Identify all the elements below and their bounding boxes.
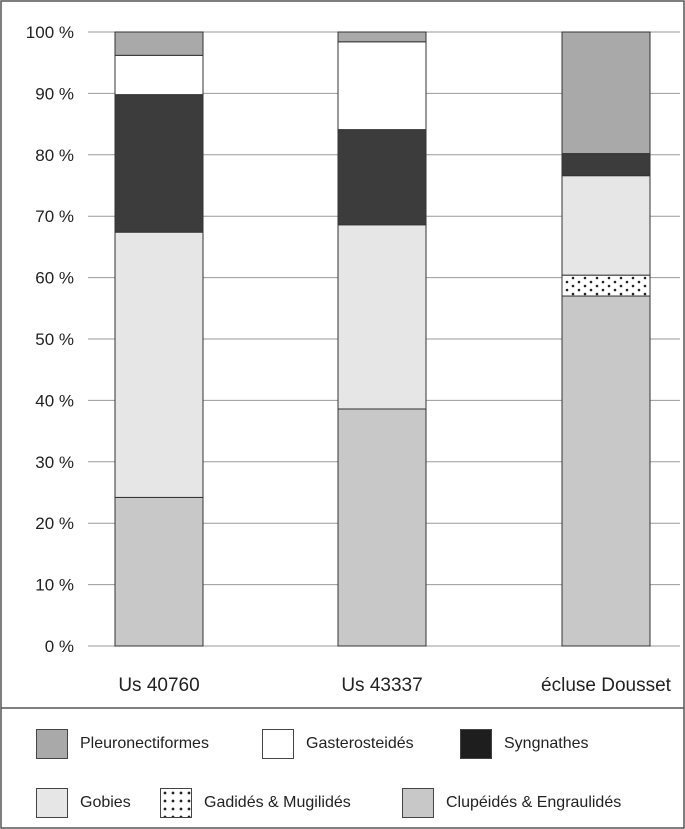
legend-label: Pleuronectiformes bbox=[80, 735, 209, 752]
legend-label: Clupéidés & Engraulidés bbox=[446, 794, 622, 811]
legend-swatch bbox=[160, 788, 192, 818]
bar-segment bbox=[337, 41, 427, 131]
legend-item: Gobies bbox=[36, 788, 131, 818]
bar-segment bbox=[337, 224, 427, 410]
legend-label: Gasterosteidés bbox=[306, 735, 414, 752]
bar-segment bbox=[114, 31, 204, 56]
legend-label: Gadidés & Mugilidés bbox=[204, 794, 351, 811]
y-tick-label: 0 % bbox=[45, 637, 74, 656]
y-tick-label: 80 % bbox=[35, 146, 74, 165]
bar-segment bbox=[114, 94, 204, 233]
bar-segment bbox=[561, 153, 651, 177]
legend-label: Gobies bbox=[80, 794, 131, 811]
y-tick-label: 60 % bbox=[35, 269, 74, 288]
y-tick-label: 90 % bbox=[35, 84, 74, 103]
bar-segment bbox=[114, 496, 204, 647]
bar-segment bbox=[561, 295, 651, 647]
legend-item: Gasterosteidés bbox=[262, 729, 414, 759]
y-tick-label: 50 % bbox=[35, 330, 74, 349]
x-category-label: Us 43337 bbox=[341, 675, 422, 696]
y-tick-label: 100 % bbox=[26, 23, 74, 42]
bar-segment bbox=[114, 54, 204, 96]
bar-segment bbox=[337, 408, 427, 647]
bar-segment bbox=[561, 31, 651, 155]
legend-swatch bbox=[262, 729, 294, 759]
legend-item: Syngnathes bbox=[460, 729, 589, 759]
legend-item: Pleuronectiformes bbox=[36, 729, 209, 759]
legend-item: Gadidés & Mugilidés bbox=[160, 788, 351, 818]
legend-swatch bbox=[460, 729, 492, 759]
legend-swatch bbox=[36, 788, 68, 818]
bar-segment bbox=[114, 231, 204, 498]
x-axis-category-labels: Us 40760 Us 43337 écluse Dousset bbox=[118, 675, 671, 696]
y-tick-label: 40 % bbox=[35, 391, 74, 410]
legend-swatch bbox=[36, 729, 68, 759]
x-category-label: Us 40760 bbox=[118, 675, 199, 696]
bar-segment bbox=[337, 129, 427, 226]
y-tick-label: 70 % bbox=[35, 207, 74, 226]
y-tick-label: 30 % bbox=[35, 453, 74, 472]
bar-segment bbox=[337, 31, 427, 43]
legend-swatch bbox=[402, 788, 434, 818]
y-axis-tick-labels: 0 % 10 % 20 % 30 % 40 % 50 % 60 % 70 % 80 % 90 % 1… bbox=[26, 23, 74, 656]
legend-item: Clupéidés & Engraulidés bbox=[402, 788, 621, 818]
bar-segment bbox=[561, 175, 651, 276]
y-tick-label: 10 % bbox=[35, 576, 74, 595]
stacked-bars bbox=[114, 31, 651, 647]
y-tick-label: 20 % bbox=[35, 514, 74, 533]
bar-segment bbox=[561, 274, 651, 297]
x-category-label: écluse Dousset bbox=[541, 675, 672, 696]
legend-label: Syngnathes bbox=[504, 735, 589, 752]
